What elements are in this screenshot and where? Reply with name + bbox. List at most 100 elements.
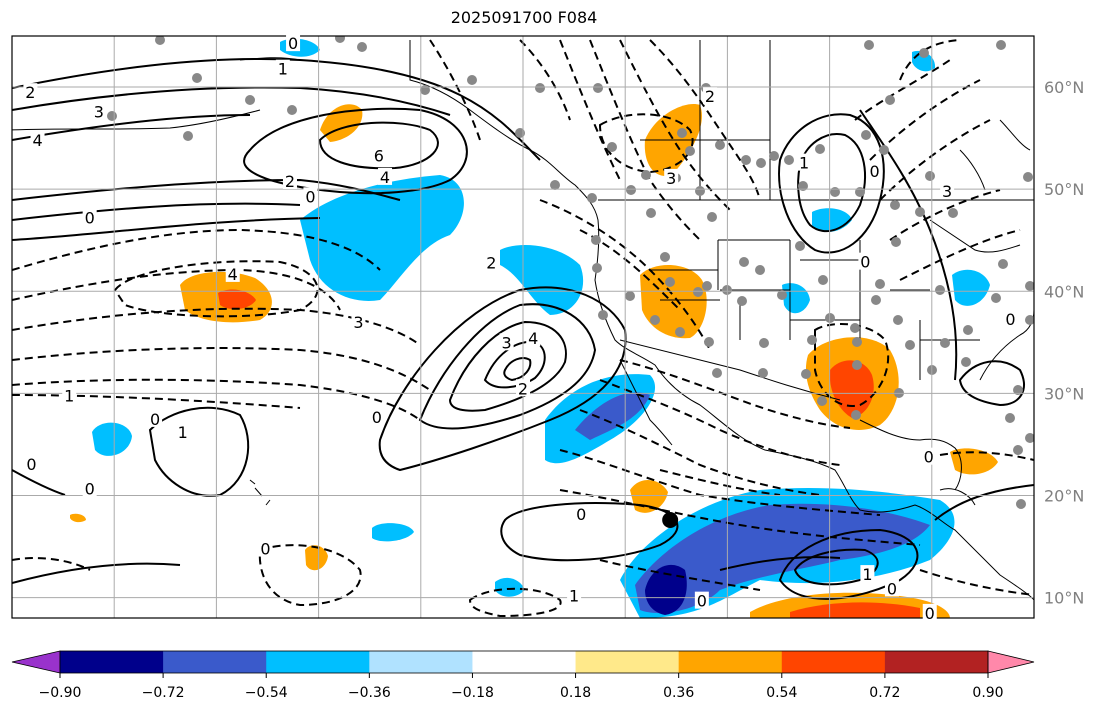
contour-label-bg xyxy=(286,34,301,52)
contour-label: 3 xyxy=(666,169,676,188)
contour-label-bg xyxy=(574,504,589,522)
contour-label-bg xyxy=(369,407,384,425)
strong-warm-anomaly-equatorial xyxy=(790,602,920,618)
location-marker xyxy=(662,511,679,528)
strong-warm-anomaly-central-pacific xyxy=(218,289,256,310)
contour-label-bg xyxy=(24,454,39,472)
contour-label: 0 xyxy=(85,479,95,498)
contour-label: 0 xyxy=(372,408,382,427)
contour-label-bg xyxy=(282,171,297,189)
colorbar-tick-label: −0.72 xyxy=(142,685,185,701)
map-gridlines xyxy=(12,36,1034,618)
contour-label: 3 xyxy=(353,313,363,332)
contour-label-bg xyxy=(797,153,812,171)
contour-label: 4 xyxy=(528,329,538,348)
contour-label: 3 xyxy=(94,103,104,122)
contour-label-bg xyxy=(516,379,530,397)
colorbar-segment xyxy=(781,651,886,673)
contour-label: 0 xyxy=(288,34,298,53)
colorbar-tick-label: −0.18 xyxy=(451,685,494,701)
colorbar-outline xyxy=(59,650,989,674)
contour-label: 4 xyxy=(228,265,238,284)
contour-label-bg xyxy=(30,131,45,149)
contour-label-bg xyxy=(62,386,77,404)
lat-tick-label: 60°N xyxy=(1044,78,1084,97)
contour-label-bg xyxy=(258,539,273,557)
cool-anomaly-great-lakes xyxy=(952,269,990,306)
colorbar-segment xyxy=(884,651,989,673)
contour-label: 3 xyxy=(502,333,512,352)
contour-label-bg xyxy=(23,83,38,101)
contour-label-bg xyxy=(884,579,899,597)
colorbar-segment xyxy=(60,651,164,673)
warm-anomaly-small-west xyxy=(70,513,86,523)
contour-label-bg xyxy=(303,187,318,205)
warm-anomaly-gulf-of-mexico xyxy=(950,448,998,475)
colorbar-blocks xyxy=(11,650,1035,674)
contour-label: 0 xyxy=(260,540,270,559)
colorbar-extend-min xyxy=(11,650,61,674)
contour-label-bg xyxy=(175,423,190,441)
contour-label: 1 xyxy=(569,587,579,606)
contour-label-bg xyxy=(567,586,582,604)
lat-tick-label: 50°N xyxy=(1044,180,1084,199)
contour-label: 1 xyxy=(862,565,872,584)
colorbar-segment xyxy=(472,651,577,673)
contour-label-bg xyxy=(940,182,955,200)
contour-label-bg xyxy=(351,312,366,330)
contour-label: 0 xyxy=(305,187,315,206)
colorbar-tick-label: −0.36 xyxy=(348,685,391,701)
contour-label: 1 xyxy=(278,60,288,79)
colorbar-tick-labels: −0.90 −0.72 −0.54 −0.36 −0.18 0.18 0.36 0.54 0.7… xyxy=(39,673,1004,701)
cool-anomaly-hawaii-west xyxy=(92,422,132,456)
cool-anomaly-ne-pacific xyxy=(500,245,584,315)
very-strong-cool-anomaly xyxy=(645,564,687,615)
contour-label: 6 xyxy=(374,146,384,165)
contour-label-bg xyxy=(860,565,875,583)
cool-anomaly-midwest xyxy=(782,283,810,314)
contour-label-bg xyxy=(371,146,386,164)
contour-label: 0 xyxy=(860,253,870,272)
contour-label-bg xyxy=(921,447,936,465)
colorbar-tick-label: −0.90 xyxy=(39,685,82,701)
contour-label-bg xyxy=(867,161,882,179)
colorbar-tick-label: 0.18 xyxy=(560,685,591,701)
contour-label-bg xyxy=(1003,309,1018,327)
strong-cool-anomaly-baja xyxy=(575,392,650,440)
contour-label: 0 xyxy=(887,579,897,598)
contour-label-bg xyxy=(82,479,97,497)
lat-tick-label: 20°N xyxy=(1044,486,1084,505)
contour-label: 3 xyxy=(942,182,952,201)
contour-label: 0 xyxy=(924,448,934,467)
lat-tick-label: 40°N xyxy=(1044,282,1084,301)
contour-label: 1 xyxy=(64,386,74,405)
contour-label-bg xyxy=(148,409,163,427)
chart-title: 2025091700 F084 xyxy=(450,8,598,27)
colorbar-tick-label: −0.54 xyxy=(245,685,288,701)
colorbar-segment xyxy=(678,651,783,673)
station-markers xyxy=(107,36,1034,509)
contour-label: 0 xyxy=(869,162,879,181)
contour-label-bg xyxy=(526,329,541,347)
contour-label: 2 xyxy=(25,83,35,102)
political-borders xyxy=(409,40,1034,401)
cool-anomaly-small-2 xyxy=(495,577,525,597)
contour-label: 0 xyxy=(150,410,160,429)
contour-label-bg xyxy=(694,591,709,609)
contour-label-bg xyxy=(275,59,290,77)
contour-label-bg xyxy=(82,208,97,226)
contour-label: 0 xyxy=(1005,310,1015,329)
contour-label-bg xyxy=(922,603,937,621)
colorbar-tick-label: 0.72 xyxy=(869,685,900,701)
cool-anomaly-gulf-of-alaska xyxy=(300,175,464,301)
contour-label: 2 xyxy=(285,172,295,191)
contour-label: 2 xyxy=(518,379,528,398)
contour-label-bg xyxy=(664,168,679,186)
contour-label-bg xyxy=(499,333,514,351)
contour-label: 0 xyxy=(85,209,95,228)
contour-label: 2 xyxy=(486,254,496,273)
contour-label-bg xyxy=(703,87,718,105)
colorbar-segment xyxy=(266,651,370,673)
contour-label: 0 xyxy=(925,604,935,623)
